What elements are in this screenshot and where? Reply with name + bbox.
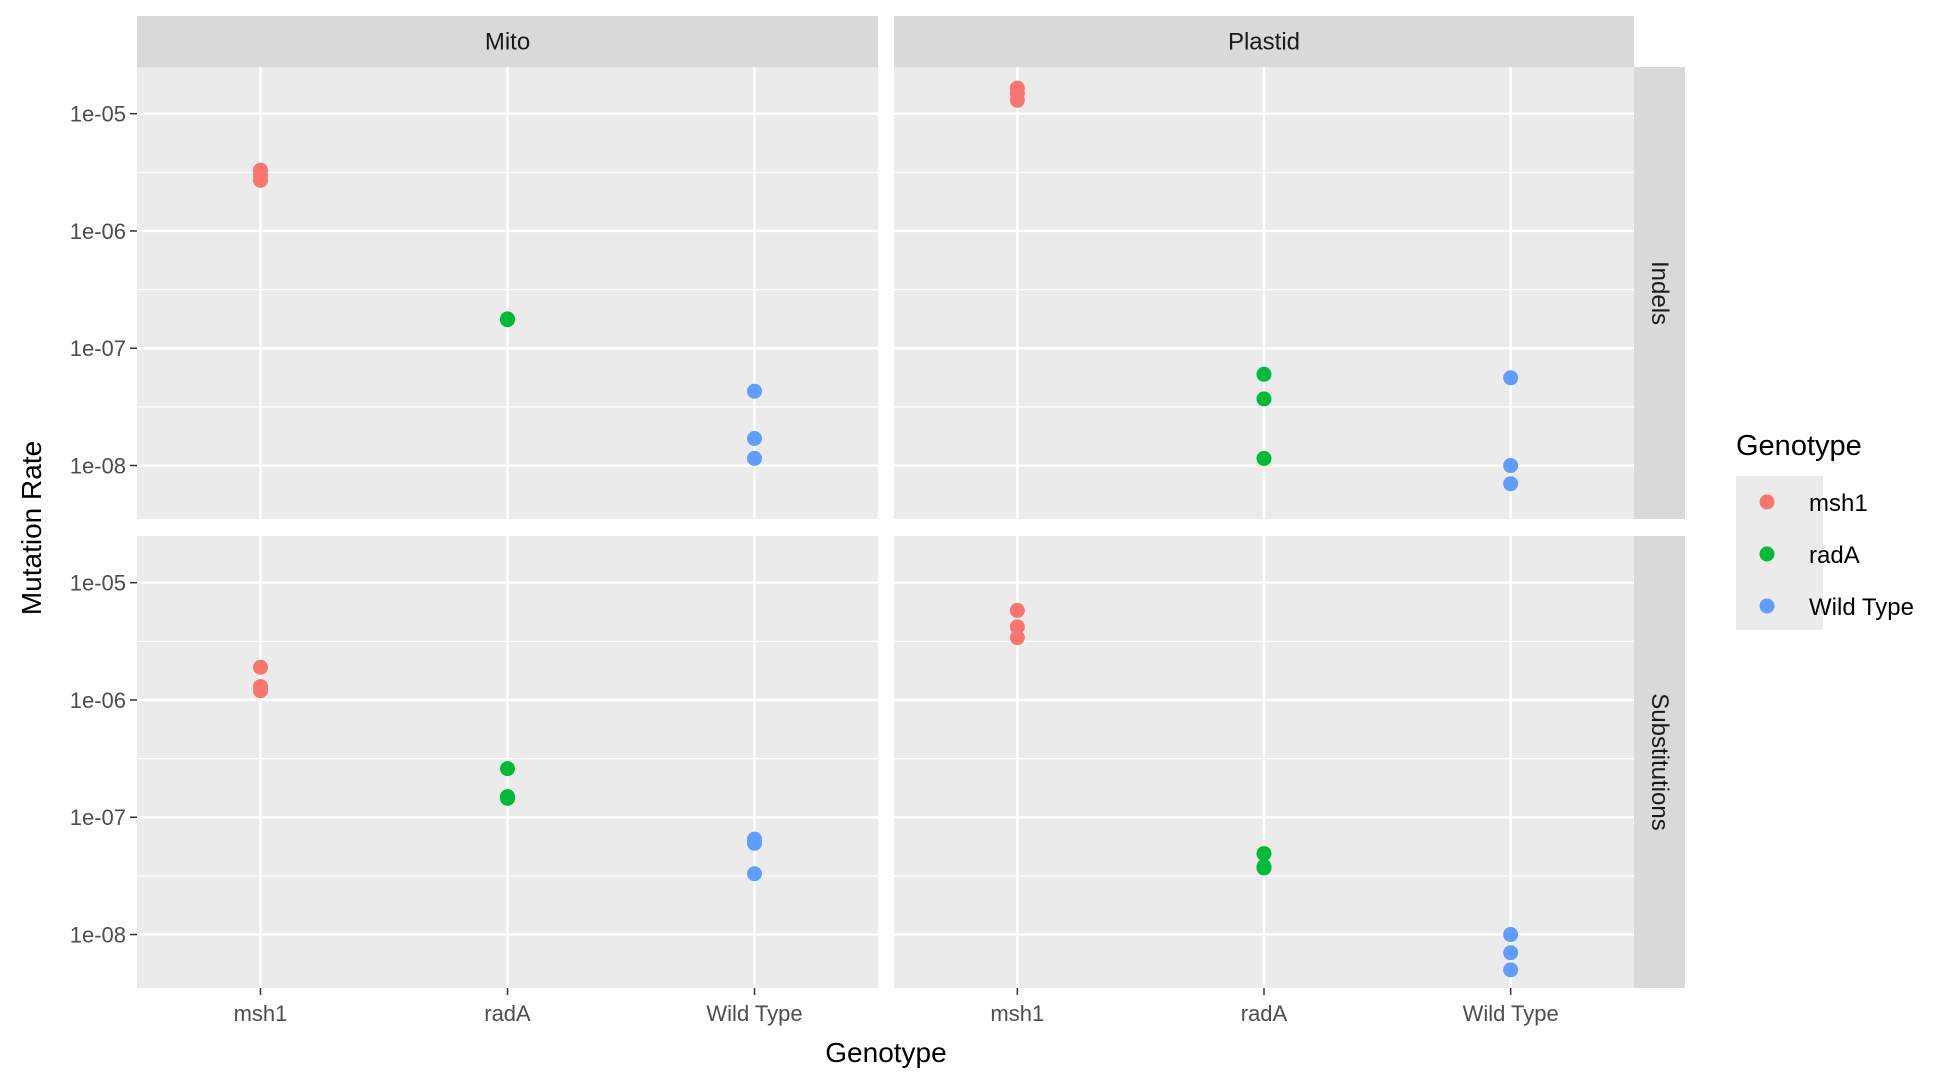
x-tick-label: Wild Type bbox=[1463, 1001, 1559, 1026]
legend-label: Wild Type bbox=[1809, 594, 1914, 621]
data-point-wild-type bbox=[1503, 962, 1519, 978]
gridlines bbox=[137, 67, 1634, 988]
data-point-msh1 bbox=[253, 172, 268, 188]
y-tick-label: 1e-08 bbox=[70, 923, 126, 948]
x-tick-label: Wild Type bbox=[706, 1001, 802, 1026]
y-tick-label: 1e-05 bbox=[70, 102, 126, 127]
data-point-wild-type bbox=[1503, 370, 1519, 386]
y-tick-label: 1e-05 bbox=[70, 571, 126, 596]
data-point-rada bbox=[500, 790, 515, 806]
y-tick-label: 1e-06 bbox=[70, 688, 126, 713]
data-point-wild-type bbox=[747, 450, 762, 466]
data-point-wild-type bbox=[747, 430, 762, 446]
legend-key-wild-type bbox=[1759, 598, 1775, 614]
legend-label: radA bbox=[1809, 542, 1860, 569]
data-point-rada bbox=[1256, 450, 1272, 466]
facet-strip-label: Substitutions bbox=[1646, 693, 1673, 830]
data-point-msh1 bbox=[253, 659, 268, 675]
data-point-wild-type bbox=[747, 866, 762, 882]
y-tick-label: 1e-06 bbox=[70, 219, 126, 244]
legend-title: Genotype bbox=[1736, 430, 1862, 462]
data-point-rada bbox=[500, 311, 515, 327]
data-point-wild-type bbox=[1503, 458, 1519, 474]
data-point-rada bbox=[500, 761, 515, 777]
data-point-rada bbox=[1256, 860, 1272, 876]
x-axis-title: Genotype bbox=[825, 1037, 946, 1068]
facet-strip-label: Indels bbox=[1646, 261, 1673, 325]
legend-entries: msh1 radA Wild Type bbox=[1759, 490, 1914, 621]
facet-strip-label: Mito bbox=[485, 29, 530, 56]
facet-strip-plastid bbox=[894, 16, 1634, 67]
x-tick-label: msh1 bbox=[234, 1001, 288, 1026]
data-point-wild-type bbox=[747, 383, 762, 399]
data-point-msh1 bbox=[1009, 630, 1025, 646]
data-point-wild-type bbox=[1503, 476, 1519, 492]
data-points bbox=[253, 80, 1519, 978]
data-point-msh1 bbox=[253, 683, 268, 699]
data-point-rada bbox=[1256, 846, 1272, 862]
data-point-wild-type bbox=[1503, 927, 1519, 943]
legend: Genotype msh1 radA Wild Type bbox=[1736, 430, 1914, 630]
data-point-wild-type bbox=[1503, 945, 1519, 961]
data-point-msh1 bbox=[1009, 619, 1025, 635]
data-point-rada bbox=[1256, 366, 1272, 382]
legend-label: msh1 bbox=[1809, 490, 1868, 517]
y-tick-label: 1e-08 bbox=[70, 454, 126, 479]
facet-strips: Mito Plastid Indels Substitutions bbox=[137, 16, 1685, 988]
legend-key-msh1 bbox=[1759, 494, 1775, 510]
data-point-msh1 bbox=[1009, 92, 1025, 108]
x-tick-label: msh1 bbox=[990, 1001, 1044, 1026]
y-tick-label: 1e-07 bbox=[70, 805, 126, 830]
facet-strip-substitutions bbox=[1634, 536, 1685, 988]
data-point-msh1 bbox=[1009, 602, 1025, 618]
legend-key-rada bbox=[1759, 546, 1775, 562]
y-axis-title: Mutation Rate bbox=[16, 441, 47, 615]
facet-strip-indels bbox=[1634, 67, 1685, 519]
axes: 1e-08 1e-07 1e-06 1e-05 1e-08 1e-07 1e-06 1e-05… bbox=[70, 102, 1559, 1026]
facet-strip-mito bbox=[137, 16, 878, 67]
x-tick-label: radA bbox=[484, 1001, 531, 1026]
panel-backgrounds bbox=[137, 67, 1634, 988]
data-point-rada bbox=[1256, 391, 1272, 407]
legend-key-background bbox=[1736, 476, 1823, 630]
facet-strip-label: Plastid bbox=[1228, 29, 1300, 56]
y-tick-label: 1e-07 bbox=[70, 336, 126, 361]
x-tick-label: radA bbox=[1241, 1001, 1288, 1026]
data-point-wild-type bbox=[747, 835, 762, 851]
